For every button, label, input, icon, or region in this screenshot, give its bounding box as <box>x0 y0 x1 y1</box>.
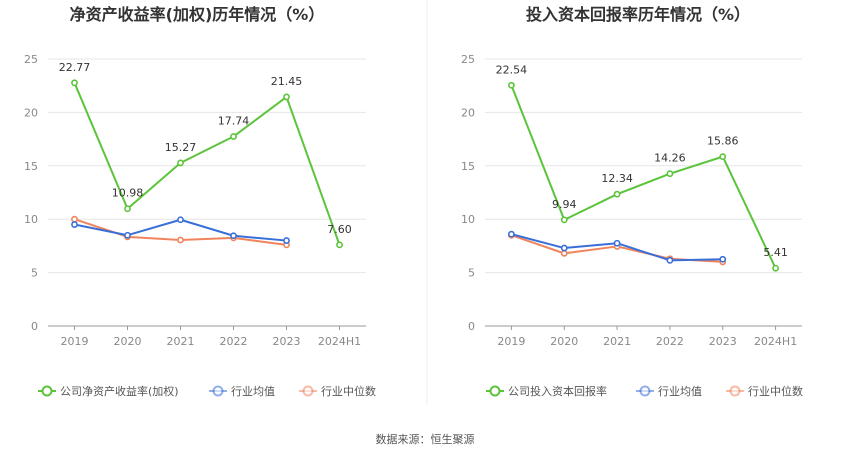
data-point <box>613 190 621 198</box>
data-point <box>177 236 184 244</box>
x-tick-label: 2024H1 <box>754 335 797 348</box>
data-point <box>71 79 78 87</box>
legend-label: 公司净资产收益率(加权) <box>60 384 179 398</box>
y-tick-label: 20 <box>461 106 475 119</box>
series-line <box>510 84 777 269</box>
legend-swatch-marker <box>302 385 314 397</box>
data-label: 15.86 <box>707 135 739 148</box>
data-label: 22.54 <box>496 63 528 76</box>
y-tick-label: 15 <box>24 160 38 173</box>
y-tick-label: 0 <box>468 320 475 333</box>
data-point <box>719 255 727 263</box>
legend-label: 公司投入资本回报率 <box>508 384 607 398</box>
data-label: 9.94 <box>552 198 577 211</box>
legend-label: 行业均值 <box>231 385 275 398</box>
data-label: 15.27 <box>165 141 197 154</box>
data-point <box>508 81 515 89</box>
legend-item[interactable]: 行业均值 <box>209 385 275 398</box>
data-label: 14.26 <box>654 152 686 165</box>
y-tick-label: 15 <box>461 160 475 173</box>
x-tick-label: 2019 <box>61 335 89 348</box>
data-point <box>560 216 568 224</box>
legend-swatch-marker <box>212 385 224 397</box>
y-tick-label: 5 <box>31 267 38 280</box>
data-point <box>177 216 184 224</box>
legend-label: 行业均值 <box>658 385 702 398</box>
data-point <box>560 249 568 257</box>
y-tick-label: 25 <box>24 53 38 66</box>
legend-swatch-marker <box>639 385 651 397</box>
data-point <box>772 264 779 272</box>
data-label: 22.77 <box>59 61 91 74</box>
y-tick-label: 0 <box>31 320 38 333</box>
series-industry-avg <box>508 230 727 264</box>
data-point <box>71 215 78 223</box>
data-point <box>336 241 343 249</box>
x-tick-label: 2022 <box>656 335 684 348</box>
y-tick-label: 10 <box>461 213 475 226</box>
data-label: 21.45 <box>271 75 303 88</box>
series-company: 22.77 10.98 15.27 17.74 21.45 7.60 <box>59 61 352 249</box>
x-tick-label: 2023 <box>273 335 301 348</box>
legend-swatch-marker <box>729 385 741 397</box>
x-tick-label: 2020 <box>550 335 578 348</box>
data-point <box>613 239 621 247</box>
legend-item[interactable]: 行业中位数 <box>299 384 376 398</box>
x-tick-label: 2022 <box>220 335 248 348</box>
data-label: 7.60 <box>327 223 352 236</box>
data-point <box>124 205 131 213</box>
legend-item[interactable]: 公司投入资本回报率 <box>486 384 607 398</box>
data-label: 5.41 <box>763 246 788 259</box>
series-company: 22.54 9.94 12.34 14.26 15.86 5.41 <box>496 63 788 272</box>
legend-label: 行业中位数 <box>748 384 803 398</box>
data-point <box>230 232 237 240</box>
legend-swatch-marker <box>41 385 53 397</box>
legend-item[interactable]: 公司净资产收益率(加权) <box>38 384 179 398</box>
data-point <box>283 237 290 244</box>
y-tick-label: 5 <box>468 267 475 280</box>
data-point <box>508 230 515 238</box>
x-tick-label: 2023 <box>709 335 737 348</box>
data-label: 10.98 <box>112 187 144 200</box>
x-tick-label: 2021 <box>603 335 631 348</box>
chart-panel-1: 净资产收益率(加权)历年情况（%） 0 5 10 15 20 25 2019 2020 2021 2… <box>24 5 376 398</box>
x-tick-label: 2019 <box>497 335 525 348</box>
x-tick-label: 2024H1 <box>318 335 361 348</box>
y-tick-label: 25 <box>461 53 475 66</box>
y-tick-label: 20 <box>24 106 38 119</box>
series-line <box>73 82 341 246</box>
legend-label: 行业中位数 <box>321 384 376 398</box>
chart-title: 投入资本回报率历年情况（%） <box>526 5 750 24</box>
data-point <box>283 93 290 101</box>
y-tick-label: 10 <box>24 213 38 226</box>
data-point <box>124 231 131 239</box>
data-point <box>666 170 674 178</box>
data-point <box>230 133 237 140</box>
chart-title: 净资产收益率(加权)历年情况（%） <box>70 5 325 24</box>
chart-panel-2: 投入资本回报率历年情况（%） 0 5 10 15 20 25 2019 2020 2021 2022… <box>461 5 803 398</box>
data-point <box>71 221 78 228</box>
series-industry-avg <box>71 216 290 244</box>
legend-swatch-marker <box>489 385 501 397</box>
data-source-note: 数据来源：恒生聚源 <box>376 432 475 446</box>
legend-item[interactable]: 行业均值 <box>636 385 702 398</box>
data-label: 17.74 <box>218 115 250 128</box>
data-point <box>666 256 674 264</box>
data-label: 12.34 <box>601 172 633 185</box>
x-tick-label: 2020 <box>114 335 142 348</box>
x-tick-label: 2021 <box>167 335 195 348</box>
data-point <box>719 153 727 161</box>
data-point <box>177 159 184 167</box>
data-point <box>560 244 568 252</box>
legend-item[interactable]: 行业中位数 <box>726 384 803 398</box>
